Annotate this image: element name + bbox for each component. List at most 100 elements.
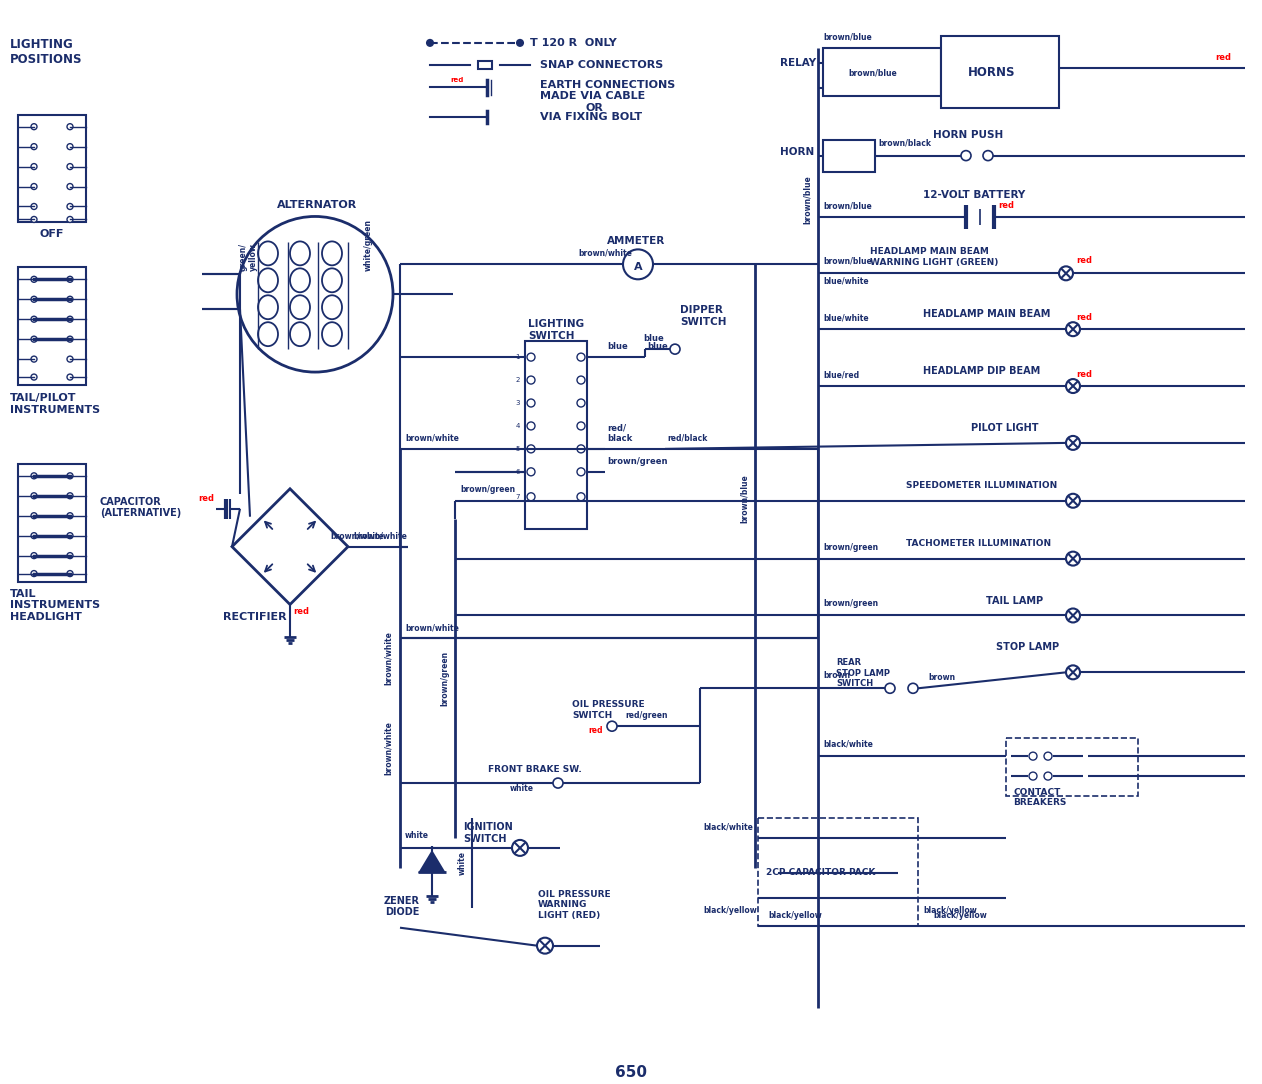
Circle shape <box>67 357 73 362</box>
Text: IGNITION
SWITCH: IGNITION SWITCH <box>463 822 512 843</box>
Circle shape <box>1066 666 1080 680</box>
Text: TAIL
INSTRUMENTS
HEADLIGHT: TAIL INSTRUMENTS HEADLIGHT <box>10 589 100 622</box>
Circle shape <box>1066 322 1080 336</box>
Circle shape <box>67 532 73 539</box>
Circle shape <box>67 164 73 169</box>
Text: OIL PRESSURE
SWITCH: OIL PRESSURE SWITCH <box>572 700 645 720</box>
Circle shape <box>512 840 528 856</box>
Text: TACHOMETER ILLUMINATION: TACHOMETER ILLUMINATION <box>906 539 1051 547</box>
Circle shape <box>67 124 73 130</box>
Text: red/black: red/black <box>668 434 708 443</box>
Circle shape <box>32 217 37 222</box>
Circle shape <box>577 493 586 501</box>
Text: OR: OR <box>586 103 603 113</box>
Circle shape <box>607 721 617 732</box>
Bar <box>18 268 86 385</box>
Circle shape <box>32 124 37 130</box>
Text: A: A <box>634 262 642 272</box>
Text: brown/green: brown/green <box>823 543 878 552</box>
Circle shape <box>32 204 37 209</box>
Circle shape <box>67 336 73 343</box>
Text: blue/red: blue/red <box>823 370 859 379</box>
Ellipse shape <box>322 322 342 346</box>
Circle shape <box>32 553 37 558</box>
Text: red: red <box>1076 313 1092 322</box>
Text: red: red <box>588 726 602 735</box>
Circle shape <box>528 422 535 430</box>
Text: VIA FIXING BOLT: VIA FIXING BOLT <box>540 112 642 121</box>
Text: blue: blue <box>644 334 664 344</box>
Text: brown/blue: brown/blue <box>823 256 872 266</box>
Bar <box>941 36 1059 107</box>
Circle shape <box>577 353 586 361</box>
Circle shape <box>623 249 652 280</box>
Circle shape <box>32 183 37 190</box>
Text: red/
black: red/ black <box>607 424 632 443</box>
Bar <box>18 115 86 222</box>
Circle shape <box>32 473 37 479</box>
Text: black/yellow: black/yellow <box>923 906 977 915</box>
Bar <box>823 48 941 95</box>
Circle shape <box>67 570 73 577</box>
Circle shape <box>237 217 392 372</box>
Polygon shape <box>420 852 444 872</box>
Circle shape <box>32 513 37 519</box>
Circle shape <box>32 532 37 539</box>
Circle shape <box>32 164 37 169</box>
Circle shape <box>553 778 563 788</box>
Text: 12-VOLT BATTERY: 12-VOLT BATTERY <box>923 190 1025 199</box>
Text: black/yellow: black/yellow <box>769 911 822 919</box>
Circle shape <box>67 493 73 499</box>
Circle shape <box>1029 772 1037 780</box>
Text: HORN: HORN <box>780 146 814 156</box>
Circle shape <box>32 336 37 343</box>
Text: white: white <box>405 831 429 840</box>
Text: SNAP CONNECTORS: SNAP CONNECTORS <box>540 60 664 69</box>
Text: blue/white: blue/white <box>823 313 868 322</box>
Text: REAR
STOP LAMP
SWITCH: REAR STOP LAMP SWITCH <box>835 658 890 688</box>
Text: LIGHTING
SWITCH: LIGHTING SWITCH <box>528 319 584 340</box>
Text: brown/green: brown/green <box>440 650 449 706</box>
Circle shape <box>577 444 586 453</box>
Circle shape <box>577 376 586 384</box>
Text: brown/white: brown/white <box>384 721 392 775</box>
Text: 2CP CAPACITOR PACK: 2CP CAPACITOR PACK <box>766 868 876 877</box>
Text: blue: blue <box>607 343 627 351</box>
Text: brown: brown <box>928 673 955 682</box>
Bar <box>18 464 86 581</box>
Text: red: red <box>451 77 463 82</box>
Text: PILOT LIGHT: PILOT LIGHT <box>970 423 1039 433</box>
Text: red: red <box>1215 53 1230 62</box>
Text: 2: 2 <box>516 377 520 383</box>
Text: T 120 R  ONLY: T 120 R ONLY <box>530 38 617 48</box>
Circle shape <box>32 296 37 302</box>
Text: green/
yellow: green/ yellow <box>239 243 257 271</box>
Ellipse shape <box>290 322 310 346</box>
Circle shape <box>960 151 970 160</box>
Circle shape <box>67 204 73 209</box>
Circle shape <box>1066 608 1080 622</box>
Circle shape <box>577 468 586 476</box>
Text: 3: 3 <box>515 400 520 406</box>
Text: ALTERNATOR: ALTERNATOR <box>276 199 357 209</box>
Text: OFF: OFF <box>40 230 64 240</box>
Bar <box>478 61 492 68</box>
Polygon shape <box>232 489 348 605</box>
Text: brown/blue: brown/blue <box>848 68 897 78</box>
Text: red: red <box>293 607 309 617</box>
Text: brown/white: brown/white <box>329 531 384 541</box>
Circle shape <box>1066 552 1080 566</box>
Circle shape <box>32 493 37 499</box>
Text: TAIL/PILOT
INSTRUMENTS: TAIL/PILOT INSTRUMENTS <box>10 393 100 414</box>
Ellipse shape <box>322 295 342 319</box>
Circle shape <box>32 276 37 282</box>
Text: black/yellow: black/yellow <box>703 906 757 915</box>
Bar <box>1006 738 1138 796</box>
Text: white: white <box>510 784 534 793</box>
Circle shape <box>577 422 586 430</box>
Circle shape <box>67 374 73 380</box>
Text: HEADLAMP MAIN BEAM: HEADLAMP MAIN BEAM <box>923 309 1050 319</box>
Text: black/yellow: black/yellow <box>933 911 987 919</box>
Text: brown/white: brown/white <box>578 248 632 257</box>
Text: red: red <box>1076 370 1092 379</box>
